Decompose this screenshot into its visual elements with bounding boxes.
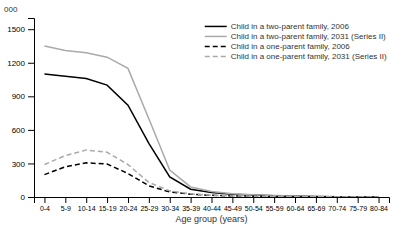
series-line bbox=[44, 74, 378, 197]
x-tick-mark bbox=[191, 197, 192, 203]
series-line bbox=[44, 150, 378, 197]
x-tick-label: 15-19 bbox=[99, 205, 117, 212]
x-tick: 65-69 bbox=[307, 197, 325, 212]
y-axis-title: 000 bbox=[4, 5, 18, 14]
legend-swatch bbox=[205, 56, 227, 58]
x-tick: 55-59 bbox=[266, 197, 284, 212]
x-tick-mark bbox=[149, 197, 150, 203]
y-tick: 1200 bbox=[7, 59, 34, 68]
legend-label: Child in a one-parent family, 2006 bbox=[231, 42, 351, 51]
x-tick: 25-29 bbox=[140, 197, 158, 212]
x-tick: 40-44 bbox=[203, 197, 221, 212]
x-tick: 35-39 bbox=[182, 197, 200, 212]
x-tick-mark bbox=[170, 197, 171, 203]
x-tick-label: 50-54 bbox=[245, 205, 263, 212]
x-tick: 75-79 bbox=[349, 197, 367, 212]
y-tick: 600 bbox=[12, 126, 34, 135]
x-tick-mark bbox=[274, 197, 275, 203]
series-line bbox=[44, 46, 378, 197]
y-tick-mark bbox=[28, 163, 34, 164]
x-tick-mark bbox=[253, 197, 254, 203]
y-axis-line bbox=[28, 19, 35, 198]
x-axis-title: Age group (years) bbox=[175, 214, 247, 224]
x-tick-label: 45-49 bbox=[224, 205, 242, 212]
x-axis: 0-4 5-9 10-1415-1920-2425-2930-3435-3940-4… bbox=[35, 197, 390, 212]
x-tick: 5-9 bbox=[61, 197, 71, 212]
x-tick-mark bbox=[44, 197, 45, 203]
x-tick-label: 20-24 bbox=[120, 205, 138, 212]
x-tick: 60-64 bbox=[287, 197, 305, 212]
legend-label: Child in a two-parent family, 2031 (Seri… bbox=[231, 32, 386, 41]
x-tick: 10-14 bbox=[78, 197, 96, 212]
x-tick-label: 60-64 bbox=[287, 205, 305, 212]
x-tick-mark bbox=[358, 197, 359, 203]
x-tick-mark bbox=[379, 197, 380, 203]
x-tick-label: 80-84 bbox=[370, 205, 388, 212]
legend-label: Child in a one-parent family, 2031 (Seri… bbox=[231, 52, 387, 61]
x-tick: 80-84 bbox=[370, 197, 388, 212]
x-tick-mark bbox=[316, 197, 317, 203]
plot: 0 300 600 900 1200 1500 0-4 5-9 10-1415-1920-242… bbox=[7, 19, 389, 212]
x-axis-line bbox=[35, 198, 390, 204]
y-tick-label: 1200 bbox=[7, 59, 25, 68]
legend-item: Child in a one-parent family, 2031 (Seri… bbox=[205, 52, 387, 61]
y-tick-label: 600 bbox=[12, 126, 26, 135]
y-tick-mark bbox=[28, 96, 34, 97]
legend-item: Child in a one-parent family, 2006 bbox=[205, 42, 351, 51]
legend-swatch bbox=[205, 46, 227, 48]
lines bbox=[44, 46, 378, 197]
x-tick-mark bbox=[128, 197, 129, 203]
y-tick-label: 300 bbox=[12, 159, 26, 168]
y-tick-label: 900 bbox=[12, 92, 26, 101]
y-tick-mark bbox=[28, 63, 34, 64]
x-tick-label: 65-69 bbox=[307, 205, 325, 212]
series-line bbox=[44, 163, 378, 197]
y-tick: 900 bbox=[12, 92, 34, 101]
y-tick: 0 bbox=[21, 193, 34, 202]
x-tick: 50-54 bbox=[245, 197, 263, 212]
y-tick-label: 1500 bbox=[7, 25, 25, 34]
x-tick-label: 75-79 bbox=[349, 205, 367, 212]
y-axis: 0 300 600 900 1200 1500 bbox=[7, 19, 34, 203]
x-tick-label: 0-4 bbox=[40, 205, 50, 212]
x-tick-mark bbox=[86, 197, 87, 203]
x-tick-label: 30-34 bbox=[161, 205, 179, 212]
x-tick: 0-4 bbox=[40, 197, 50, 212]
x-tick-label: 5-9 bbox=[61, 205, 71, 212]
x-tick-label: 10-14 bbox=[78, 205, 96, 212]
chart: 0 300 600 900 1200 1500 0-4 5-9 10-1415-1920-242… bbox=[0, 0, 397, 227]
x-tick: 70-74 bbox=[328, 197, 346, 212]
x-tick: 15-19 bbox=[99, 197, 117, 212]
x-tick-mark bbox=[337, 197, 338, 203]
x-tick-label: 70-74 bbox=[328, 205, 346, 212]
x-tick-label: 55-59 bbox=[266, 205, 284, 212]
legend-item: Child in a two-parent family, 2031 (Seri… bbox=[205, 32, 386, 41]
x-tick-label: 25-29 bbox=[140, 205, 158, 212]
y-tick-mark bbox=[28, 29, 34, 30]
y-tick-mark bbox=[28, 130, 34, 131]
x-tick-mark bbox=[65, 197, 66, 203]
y-tick-label: 0 bbox=[21, 193, 26, 202]
legend-swatch bbox=[205, 36, 227, 38]
legend-swatch bbox=[205, 26, 227, 28]
x-tick-label: 35-39 bbox=[182, 205, 200, 212]
x-tick-label: 40-44 bbox=[203, 205, 221, 212]
legend-item: Child in a two-parent family, 2006 bbox=[205, 22, 350, 31]
x-tick-mark bbox=[232, 197, 233, 203]
y-tick: 300 bbox=[12, 159, 34, 168]
legend: Child in a two-parent family, 2006Child … bbox=[205, 22, 387, 61]
legend-label: Child in a two-parent family, 2006 bbox=[231, 22, 350, 31]
y-tick-mark bbox=[28, 197, 34, 198]
x-tick-mark bbox=[295, 197, 296, 203]
x-tick: 30-34 bbox=[161, 197, 179, 212]
y-tick: 1500 bbox=[7, 25, 34, 34]
x-tick-mark bbox=[212, 197, 213, 203]
x-tick-mark bbox=[107, 197, 108, 203]
x-tick: 20-24 bbox=[120, 197, 138, 212]
x-tick: 45-49 bbox=[224, 197, 242, 212]
background bbox=[0, 0, 397, 227]
